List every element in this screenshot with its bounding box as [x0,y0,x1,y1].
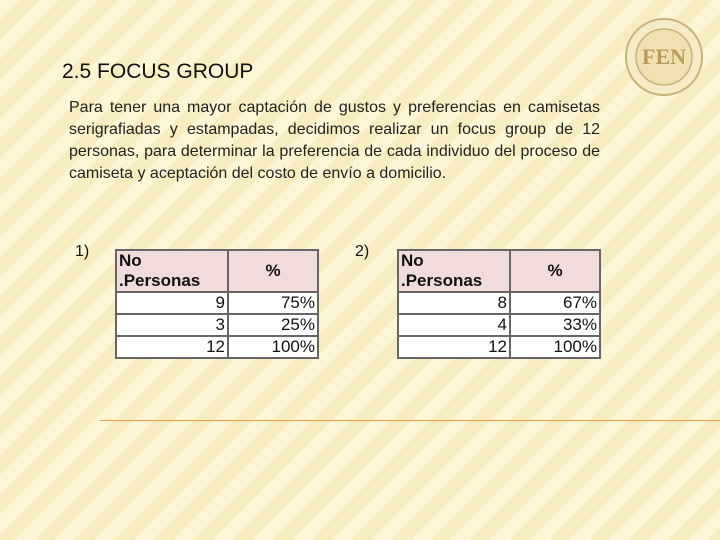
column-header: No .Personas [115,249,229,293]
table-row: 3 25% [115,313,319,337]
cell: 3 [115,313,229,337]
cell: 100% [227,335,319,359]
title: 2.5 FOCUS GROUP [62,60,254,83]
cell: 33% [509,313,601,337]
header-row: No .Personas% [115,249,319,293]
table-label: 1) [75,243,90,260]
divider [100,420,720,421]
table-label: 2) [355,243,370,260]
table-row: 12 100% [397,335,601,359]
column-header: % [227,249,319,293]
table: No .Personas% 8 67% 4 33% 12 100% [397,249,601,359]
cell: 4 [397,313,511,337]
paragraph: Para tener una mayor captación de gustos… [69,99,600,182]
cell: 12 [397,335,511,359]
header-row: No .Personas% [397,249,601,293]
cell: 12 [115,335,229,359]
cell: 100% [509,335,601,359]
table-row: 4 33% [397,313,601,337]
table: No .Personas% 9 75% 3 25% 12 100% [115,249,319,359]
logo: FEN [625,18,703,96]
table-row: 9 75% [115,291,319,315]
cell: 8 [397,291,511,315]
cell: 75% [227,291,319,315]
table-row: 8 67% [397,291,601,315]
cell: 67% [509,291,601,315]
column-header: % [509,249,601,293]
cell: 9 [115,291,229,315]
table-row: 12 100% [115,335,319,359]
logo-text: FEN [642,44,686,69]
column-header: No .Personas [397,249,511,293]
cell: 25% [227,313,319,337]
